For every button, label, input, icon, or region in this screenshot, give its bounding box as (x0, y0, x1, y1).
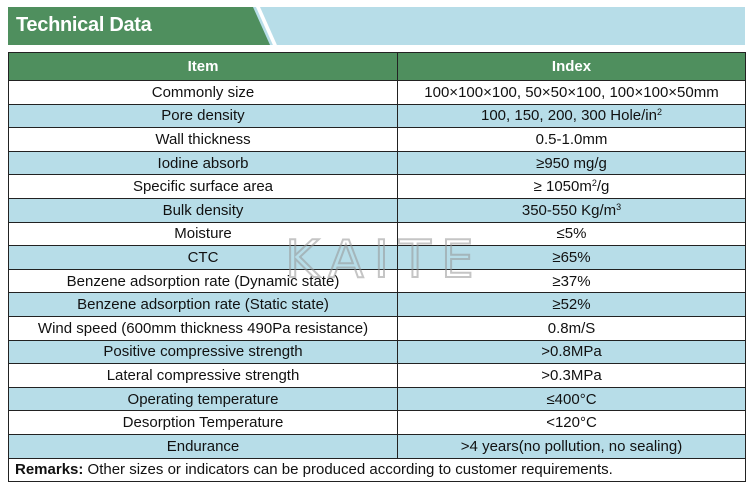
index-value: ≥ 1050m (533, 178, 592, 196)
item-cell: Wall thickness (8, 127, 398, 152)
item-cell: Lateral compressive strength (8, 363, 398, 388)
index-cell: ≥65% (397, 245, 746, 270)
item-cell: Benzene adsorption rate (Static state) (8, 292, 398, 317)
index-suffix: /g (596, 178, 610, 196)
index-superscript: 2 (591, 178, 597, 189)
table-row: Iodine absorb ≥950 mg/g (8, 150, 746, 176)
item-cell: Commonly size (8, 80, 398, 105)
table-row: Endurance >4 years(no pollution, no seali… (8, 433, 746, 459)
index-cell: >0.3MPa (397, 363, 746, 388)
index-cell: ≤400°C (397, 386, 746, 412)
section-banner: Technical Data (8, 7, 745, 45)
index-value: 350-550 Kg/m (521, 201, 617, 219)
table-header-row: Item Index (8, 52, 746, 81)
table-row: Lateral compressive strength >0.3MPa (8, 363, 746, 388)
index-superscript: 2 (656, 107, 662, 118)
item-cell: Positive compressive strength (8, 339, 398, 365)
index-cell: 350-550 Kg/m3 (397, 197, 746, 223)
index-value: 0.8m/S (547, 319, 596, 337)
index-cell: ≥37% (397, 268, 746, 294)
remarks-text: Other sizes or indicators can be produce… (83, 461, 613, 479)
header-item: Item (8, 52, 398, 81)
index-value: >0.8MPa (541, 343, 602, 361)
table-row: Pore density 100, 150, 200, 300 Hole/in2 (8, 103, 746, 129)
item-cell: Pore density (8, 103, 398, 129)
header-index: Index (397, 52, 746, 81)
item-cell: Desorption Temperature (8, 410, 398, 435)
item-cell: CTC (8, 245, 398, 270)
remarks-cell: Remarks: Other sizes or indicators can b… (8, 457, 746, 483)
table-row: Specific surface area ≥ 1050m2/g (8, 174, 746, 199)
index-value: ≤400°C (546, 390, 597, 408)
index-cell: ≥52% (397, 292, 746, 317)
table-row: Benzene adsorption rate (Dynamic state) ≥… (8, 268, 746, 294)
remarks-row: Remarks: Other sizes or indicators can b… (8, 457, 746, 483)
index-superscript: 3 (616, 201, 622, 212)
index-value: 100, 150, 200, 300 Hole/in (481, 107, 657, 125)
remarks-label: Remarks: (15, 461, 84, 479)
index-cell: ≥950 mg/g (397, 150, 746, 176)
index-cell: ≤5% (397, 221, 746, 247)
index-cell: 100×100×100, 50×50×100, 100×100×50mm (397, 80, 746, 105)
index-cell: 100, 150, 200, 300 Hole/in2 (397, 103, 746, 129)
item-cell: Endurance (8, 433, 398, 459)
index-cell: >0.8MPa (397, 339, 746, 365)
item-cell: Operating temperature (8, 386, 398, 412)
table-row: Desorption Temperature <120°C (8, 410, 746, 435)
index-value: ≥950 mg/g (536, 154, 607, 172)
technical-data-table: Item Index Commonly size 100×100×100, 50×… (8, 52, 746, 483)
index-value: ≥37% (552, 272, 591, 290)
table-row: Wind speed (600mm thickness 490Pa resist… (8, 315, 746, 341)
item-cell: Iodine absorb (8, 150, 398, 176)
index-value: 0.5-1.0mm (535, 130, 608, 148)
section-title: Technical Data (16, 14, 152, 36)
table-row: Commonly size 100×100×100, 50×50×100, 100… (8, 80, 746, 105)
index-value: <120°C (546, 414, 597, 432)
index-cell: <120°C (397, 410, 746, 435)
index-value: ≥65% (552, 248, 591, 266)
table-row: Wall thickness 0.5-1.0mm (8, 127, 746, 152)
item-cell: Moisture (8, 221, 398, 247)
table-row: Bulk density 350-550 Kg/m3 (8, 197, 746, 223)
index-value: ≤5% (556, 225, 587, 243)
index-cell: >4 years(no pollution, no sealing) (397, 433, 746, 459)
index-value: >0.3MPa (541, 366, 602, 384)
table-row: CTC ≥65% (8, 245, 746, 270)
table-row: Benzene adsorption rate (Static state) ≥5… (8, 292, 746, 317)
banner-green-tab (8, 7, 270, 45)
item-cell: Wind speed (600mm thickness 490Pa resist… (8, 315, 398, 341)
item-cell: Specific surface area (8, 174, 398, 199)
index-cell: ≥ 1050m2/g (397, 174, 746, 199)
item-cell: Bulk density (8, 197, 398, 223)
table-row: Operating temperature ≤400°C (8, 386, 746, 412)
table-row: Moisture ≤5% (8, 221, 746, 247)
index-cell: 0.8m/S (397, 315, 746, 341)
index-value: ≥52% (552, 296, 591, 314)
index-value: 100×100×100, 50×50×100, 100×100×50mm (424, 83, 719, 101)
index-value: >4 years(no pollution, no sealing) (460, 437, 683, 455)
table-row: Positive compressive strength >0.8MPa (8, 339, 746, 365)
item-cell: Benzene adsorption rate (Dynamic state) (8, 268, 398, 294)
index-cell: 0.5-1.0mm (397, 127, 746, 152)
